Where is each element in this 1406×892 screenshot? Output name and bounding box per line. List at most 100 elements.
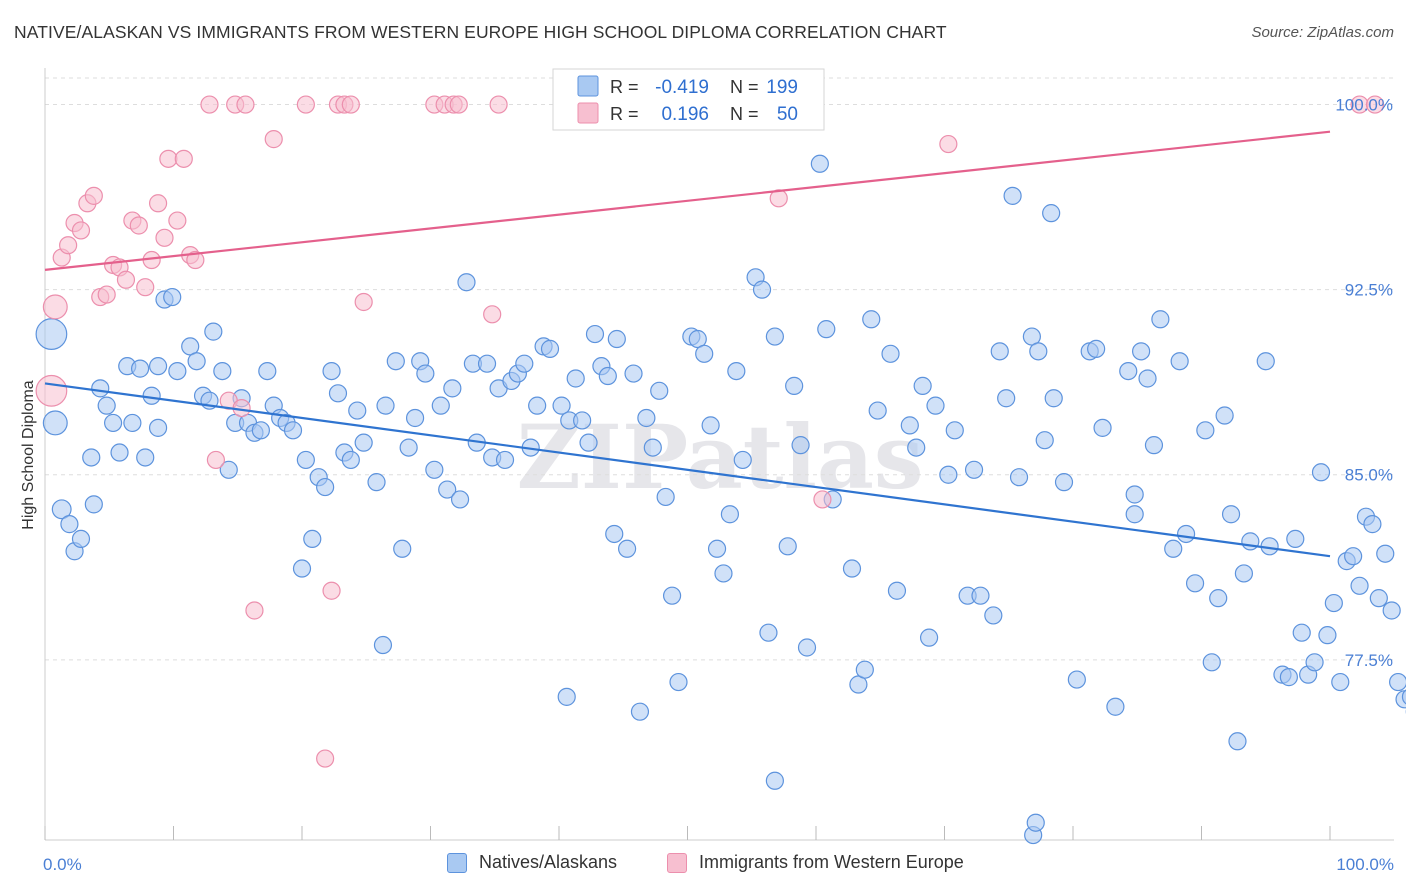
point-natives xyxy=(1311,463,1331,482)
point-natives xyxy=(373,635,393,655)
point-natives xyxy=(1279,668,1298,687)
point-natives xyxy=(733,450,752,470)
point-natives xyxy=(1256,352,1275,371)
legend-swatch-pink xyxy=(577,102,599,124)
point-natives xyxy=(913,376,932,395)
point-natives xyxy=(607,329,626,349)
point-natives xyxy=(393,539,412,558)
point-immigrants xyxy=(84,186,103,205)
point-natives xyxy=(292,559,312,578)
point-natives xyxy=(855,660,874,679)
point-natives xyxy=(752,280,772,299)
point-natives xyxy=(1185,574,1205,593)
point-natives xyxy=(163,287,182,307)
point-natives xyxy=(598,366,617,386)
legend-swatch-natives xyxy=(447,852,467,873)
x-tick-label-max: 100.0% xyxy=(1336,855,1394,874)
point-natives xyxy=(431,396,450,415)
point-natives xyxy=(720,505,740,524)
point-natives xyxy=(425,460,444,479)
point-natives xyxy=(251,421,270,440)
point-natives xyxy=(1106,697,1125,716)
point-natives xyxy=(1209,589,1228,608)
point-immigrants xyxy=(129,216,148,235)
trend-line-natives xyxy=(44,382,1331,558)
point-natives xyxy=(457,273,476,292)
point-natives xyxy=(1196,421,1215,440)
point-natives xyxy=(71,529,91,549)
point-natives xyxy=(477,354,497,373)
point-immigrants xyxy=(354,292,373,312)
point-natives xyxy=(219,460,238,479)
point-natives xyxy=(605,524,624,544)
point-natives xyxy=(82,448,101,467)
point-natives xyxy=(765,327,784,346)
point-natives xyxy=(919,628,939,647)
point-natives xyxy=(1003,186,1022,205)
legend-n-label-blue: N = xyxy=(730,77,759,97)
point-immigrants xyxy=(341,95,360,114)
point-natives xyxy=(662,586,682,605)
point-natives xyxy=(669,672,688,692)
point-natives xyxy=(1324,593,1343,613)
legend-item-immigrants: Immigrants from Western Europe xyxy=(667,852,964,873)
point-natives xyxy=(399,438,418,457)
point-natives xyxy=(204,322,223,341)
point-natives xyxy=(1401,689,1406,705)
point-natives xyxy=(1087,339,1106,358)
point-natives xyxy=(1376,544,1395,563)
point-immigrants xyxy=(155,228,174,247)
point-natives xyxy=(187,352,206,371)
point-immigrants xyxy=(489,95,508,114)
point-natives xyxy=(573,411,592,430)
point-natives xyxy=(1305,653,1324,672)
point-natives xyxy=(348,401,367,420)
point-natives xyxy=(964,460,984,479)
point-immigrants xyxy=(316,749,335,768)
point-natives xyxy=(1035,431,1054,450)
point-natives xyxy=(810,154,829,173)
point-natives xyxy=(148,357,168,376)
x-tick-label-min: 0.0% xyxy=(43,855,82,874)
point-natives xyxy=(1026,813,1045,832)
point-natives xyxy=(1318,626,1337,645)
point-immigrants xyxy=(296,95,315,114)
point-natives xyxy=(328,384,348,403)
point-natives xyxy=(1164,539,1183,558)
point-natives xyxy=(354,433,373,452)
point-immigrants xyxy=(97,285,116,304)
point-immigrants xyxy=(236,95,255,114)
point-immigrants xyxy=(174,149,193,168)
point-natives xyxy=(540,339,560,358)
point-immigrants xyxy=(1365,95,1385,114)
legend-r-label-pink: R = xyxy=(610,104,639,124)
point-natives xyxy=(765,771,784,790)
point-natives xyxy=(386,352,405,371)
point-immigrants xyxy=(813,490,832,509)
point-immigrants xyxy=(483,305,502,324)
series-legend: Natives/Alaskans Immigrants from Western… xyxy=(0,852,1406,878)
point-natives xyxy=(1286,529,1305,549)
point-natives xyxy=(585,324,605,344)
point-natives xyxy=(168,361,187,381)
point-natives xyxy=(405,408,425,428)
point-natives xyxy=(868,401,887,420)
point-natives xyxy=(1331,672,1350,692)
point-natives xyxy=(727,361,746,381)
point-natives xyxy=(1029,342,1048,361)
point-natives xyxy=(322,361,341,381)
point-natives xyxy=(97,396,116,415)
point-natives xyxy=(367,473,386,492)
legend-swatch-blue xyxy=(577,75,599,97)
point-natives xyxy=(926,396,945,415)
point-natives xyxy=(1292,623,1311,642)
point-natives xyxy=(450,490,470,509)
point-immigrants xyxy=(42,294,68,320)
point-natives xyxy=(416,364,435,383)
point-natives xyxy=(1170,352,1189,371)
point-natives xyxy=(376,396,395,415)
point-natives xyxy=(939,465,958,484)
point-natives xyxy=(817,320,836,339)
point-natives xyxy=(51,499,72,520)
point-natives xyxy=(84,495,103,514)
